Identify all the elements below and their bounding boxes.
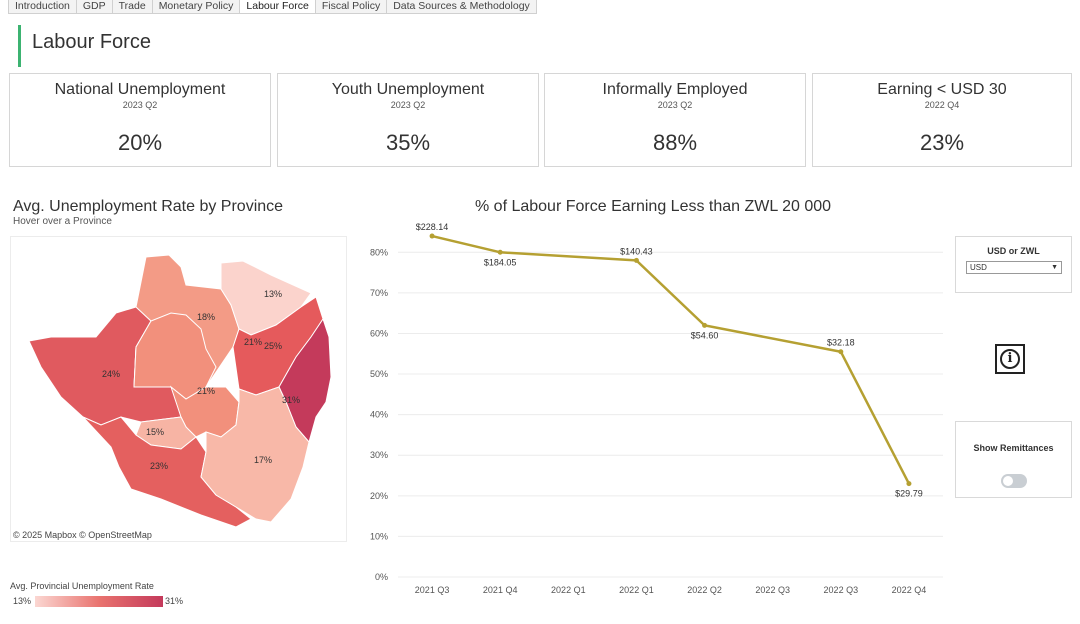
data-label: $32.18 <box>827 338 855 348</box>
legend-max-label: 31% <box>165 596 184 606</box>
kpi-label: National Unemployment <box>54 81 226 98</box>
legend-color-ramp <box>35 596 163 607</box>
y-tick-label: 60% <box>370 328 388 338</box>
kpi-period: 2023 Q2 <box>657 100 693 110</box>
province-label: 31% <box>282 395 300 405</box>
info-icon: i <box>1000 349 1020 369</box>
remittances-label: Show Remittances <box>973 443 1054 453</box>
data-label: $184.05 <box>484 257 517 267</box>
info-button[interactable]: i <box>995 344 1025 374</box>
x-tick-label: 2022 Q4 <box>892 585 927 595</box>
data-point[interactable] <box>429 233 435 239</box>
province-label: 17% <box>254 455 272 465</box>
kpi-value: 88% <box>652 130 698 155</box>
tab-bar: Introduction GDP Trade Monetary Policy Labou… <box>8 0 537 14</box>
tab-introduction[interactable]: Introduction <box>8 0 77 14</box>
currency-filter-panel: USD or ZWL USD ▼ <box>955 236 1072 293</box>
x-tick-label: 2022 Q2 <box>687 585 722 595</box>
kpi-label: Earning < USD 30 <box>877 81 1007 98</box>
legend-min-label: 13% <box>13 596 32 606</box>
province-label: 24% <box>102 369 120 379</box>
tab-trade[interactable]: Trade <box>111 0 153 14</box>
tab-labour-force[interactable]: Labour Force <box>239 0 316 14</box>
kpi-card-national-unemployment: National Unemployment 2023 Q2 20% <box>9 73 271 167</box>
kpi-card-informally-employed: Informally Employed 2023 Q2 88% <box>544 73 806 167</box>
province-label: 25% <box>264 341 282 351</box>
x-tick-label: 2021 Q3 <box>415 585 450 595</box>
province-label: 21% <box>244 337 262 347</box>
title-accent-bar <box>18 25 21 67</box>
tab-gdp[interactable]: GDP <box>75 0 113 14</box>
x-tick-label: 2022 Q1 <box>551 585 586 595</box>
currency-select[interactable]: USD ▼ <box>966 261 1062 274</box>
x-tick-label: 2022 Q3 <box>755 585 790 595</box>
series-line <box>431 234 911 485</box>
kpi-period: 2023 Q2 <box>122 100 158 110</box>
data-point[interactable] <box>838 349 844 355</box>
kpi-value: 20% <box>117 130 163 155</box>
x-tick-label: 2022 Q3 <box>824 585 859 595</box>
data-label: $54.60 <box>691 330 719 340</box>
data-label: $29.79 <box>895 489 923 499</box>
map-attribution[interactable]: © 2025 Mapbox © OpenStreetMap <box>13 530 152 540</box>
map-subtitle: Hover over a Province <box>13 216 112 227</box>
chevron-down-icon: ▼ <box>1051 264 1058 271</box>
y-tick-label: 40% <box>370 410 388 420</box>
kpi-label: Youth Unemployment <box>331 81 485 98</box>
y-tick-label: 0% <box>375 572 388 582</box>
line-chart[interactable]: 0% 10% 20% 30% 40% 50% 60% 70% 80% 2021 Q3 2021 Q4… <box>350 222 950 602</box>
legend-title: Avg. Provincial Unemployment Rate <box>10 581 154 591</box>
toggle-knob <box>1003 476 1013 486</box>
currency-select-value: USD <box>970 263 987 272</box>
province-label: 21% <box>197 386 215 396</box>
y-tick-label: 50% <box>370 369 388 379</box>
x-tick-label: 2021 Q4 <box>483 585 518 595</box>
y-tick-label: 20% <box>370 491 388 501</box>
province-label: 15% <box>146 427 164 437</box>
map-title: Avg. Unemployment Rate by Province <box>13 198 284 215</box>
province-label: 18% <box>197 312 215 322</box>
y-tick-label: 30% <box>370 450 388 460</box>
data-label: $140.43 <box>620 246 653 256</box>
kpi-period: 2022 Q4 <box>924 100 960 110</box>
kpi-value: 23% <box>919 130 965 155</box>
currency-filter-label: USD or ZWL <box>987 246 1040 256</box>
tab-data-sources-methodology[interactable]: Data Sources & Methodology <box>386 0 537 14</box>
y-tick-label: 10% <box>370 531 388 541</box>
y-tick-label: 80% <box>370 247 388 257</box>
x-tick-label: 2022 Q1 <box>619 585 654 595</box>
province-map[interactable]: 24% 18% 13% 21% 21% 25% 31% 15% 23% 17% <box>10 236 347 542</box>
page-title: Labour Force <box>32 31 151 53</box>
y-tick-label: 70% <box>370 288 388 298</box>
kpi-label: Informally Employed <box>602 81 748 98</box>
data-point[interactable] <box>702 322 708 328</box>
chart-title: % of Labour Force Earning Less than ZWL … <box>475 198 832 215</box>
tab-fiscal-policy[interactable]: Fiscal Policy <box>314 0 388 14</box>
data-point[interactable] <box>906 481 912 487</box>
province-map-svg[interactable]: 24% 18% 13% 21% 21% 25% 31% 15% 23% 17% <box>11 237 348 543</box>
province-label: 23% <box>150 461 168 471</box>
province-label: 13% <box>264 289 282 299</box>
province-mashonaland-west[interactable] <box>133 312 217 400</box>
remittances-toggle[interactable] <box>1001 474 1027 488</box>
remittances-panel: Show Remittances <box>955 421 1072 498</box>
kpi-card-earning-under-usd-30: Earning < USD 30 2022 Q4 23% <box>812 73 1072 167</box>
kpi-period: 2023 Q2 <box>390 100 426 110</box>
tab-monetary-policy[interactable]: Monetary Policy <box>151 0 241 14</box>
data-label: $228.14 <box>416 222 449 232</box>
data-point[interactable] <box>497 249 503 255</box>
data-point[interactable] <box>633 257 639 263</box>
province-masvingo[interactable] <box>200 386 310 523</box>
kpi-card-youth-unemployment: Youth Unemployment 2023 Q2 35% <box>277 73 539 167</box>
kpi-value: 35% <box>385 130 431 155</box>
